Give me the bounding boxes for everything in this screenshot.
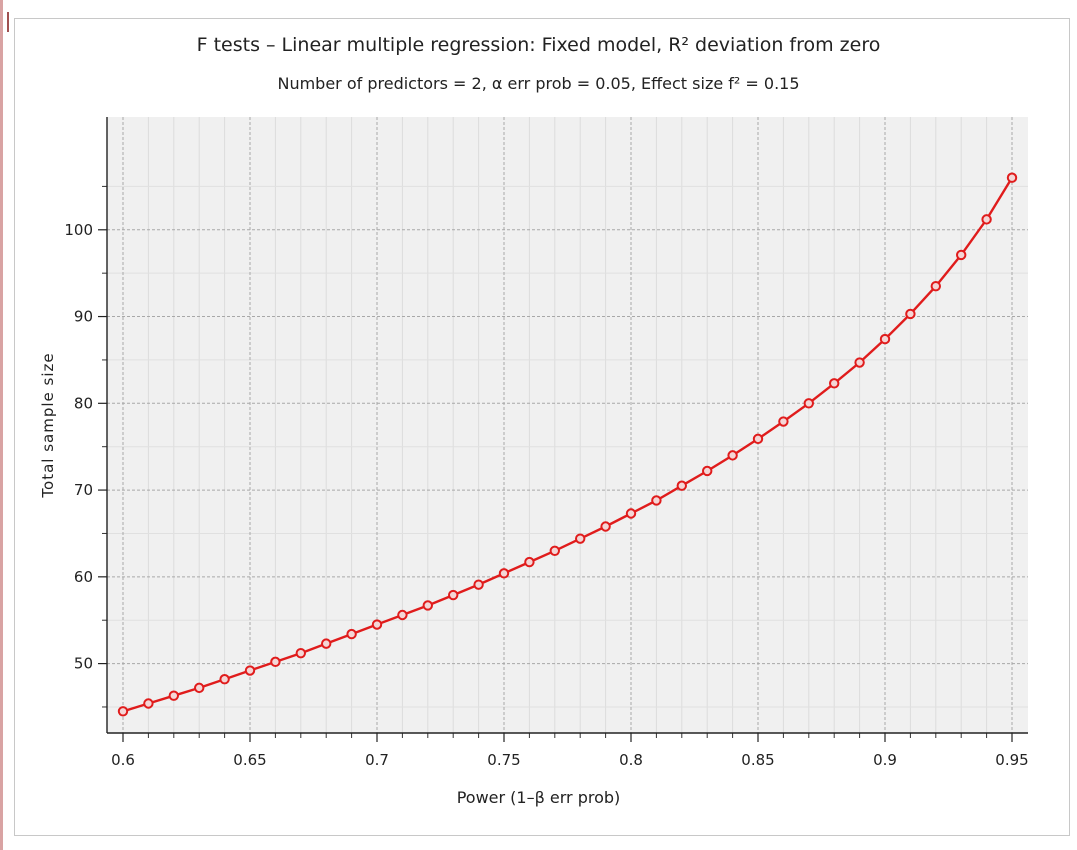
window-left-edge (0, 0, 3, 850)
data-point (371, 619, 383, 630)
data-point (448, 589, 459, 601)
data-point (168, 690, 180, 701)
window-edge-marker (7, 12, 9, 32)
plot-background (107, 117, 1028, 733)
x-tick-label: 0.75 (487, 751, 520, 769)
y-tick-label: 100 (64, 221, 93, 239)
chart-subtitle: Number of predictors = 2, α err prob = 0… (277, 74, 800, 93)
data-point (930, 280, 941, 292)
y-tick-label: 90 (74, 308, 93, 326)
y-tick-label: 80 (74, 394, 93, 412)
data-point (778, 416, 789, 427)
data-point (473, 579, 484, 590)
data-point (321, 638, 332, 649)
data-point (194, 682, 205, 694)
data-point (752, 433, 764, 445)
data-point (143, 698, 154, 709)
data-point (295, 647, 306, 659)
data-point (651, 495, 662, 506)
data-point (524, 556, 535, 568)
y-tick-label: 70 (74, 481, 93, 499)
data-point (600, 521, 611, 532)
data-point (397, 609, 408, 621)
data-point (270, 656, 281, 668)
data-point (346, 628, 357, 640)
data-point (422, 600, 433, 611)
y-axis-label: Total sample size (39, 352, 57, 498)
data-point (879, 333, 891, 345)
data-point (625, 508, 637, 519)
y-tick-label: 50 (74, 655, 93, 673)
data-point (498, 568, 510, 579)
data-point (702, 465, 713, 477)
data-point (1006, 172, 1018, 183)
x-tick-label: 0.8 (619, 751, 643, 769)
x-axis-label: Power (1–β err prob) (456, 788, 621, 807)
data-point (676, 480, 687, 491)
data-point (956, 249, 967, 261)
data-point (727, 450, 738, 461)
y-tick-label: 60 (74, 568, 93, 586)
x-tick-label: 0.95 (995, 751, 1028, 769)
chart-title: F tests – Linear multiple regression: Fi… (196, 34, 881, 56)
data-point (854, 357, 865, 368)
data-point (981, 214, 992, 225)
x-tick-label: 0.6 (111, 751, 135, 769)
data-point (117, 706, 129, 717)
data-point (244, 665, 256, 676)
x-tick-label: 0.85 (741, 751, 774, 769)
data-point (829, 378, 840, 389)
data-point (219, 674, 230, 685)
data-point (803, 398, 814, 409)
data-point (575, 533, 586, 544)
x-tick-label: 0.65 (233, 751, 266, 769)
data-point (549, 545, 560, 557)
x-tick-label: 0.9 (873, 751, 897, 769)
x-tick-label: 0.7 (365, 751, 389, 769)
data-point (905, 308, 916, 320)
